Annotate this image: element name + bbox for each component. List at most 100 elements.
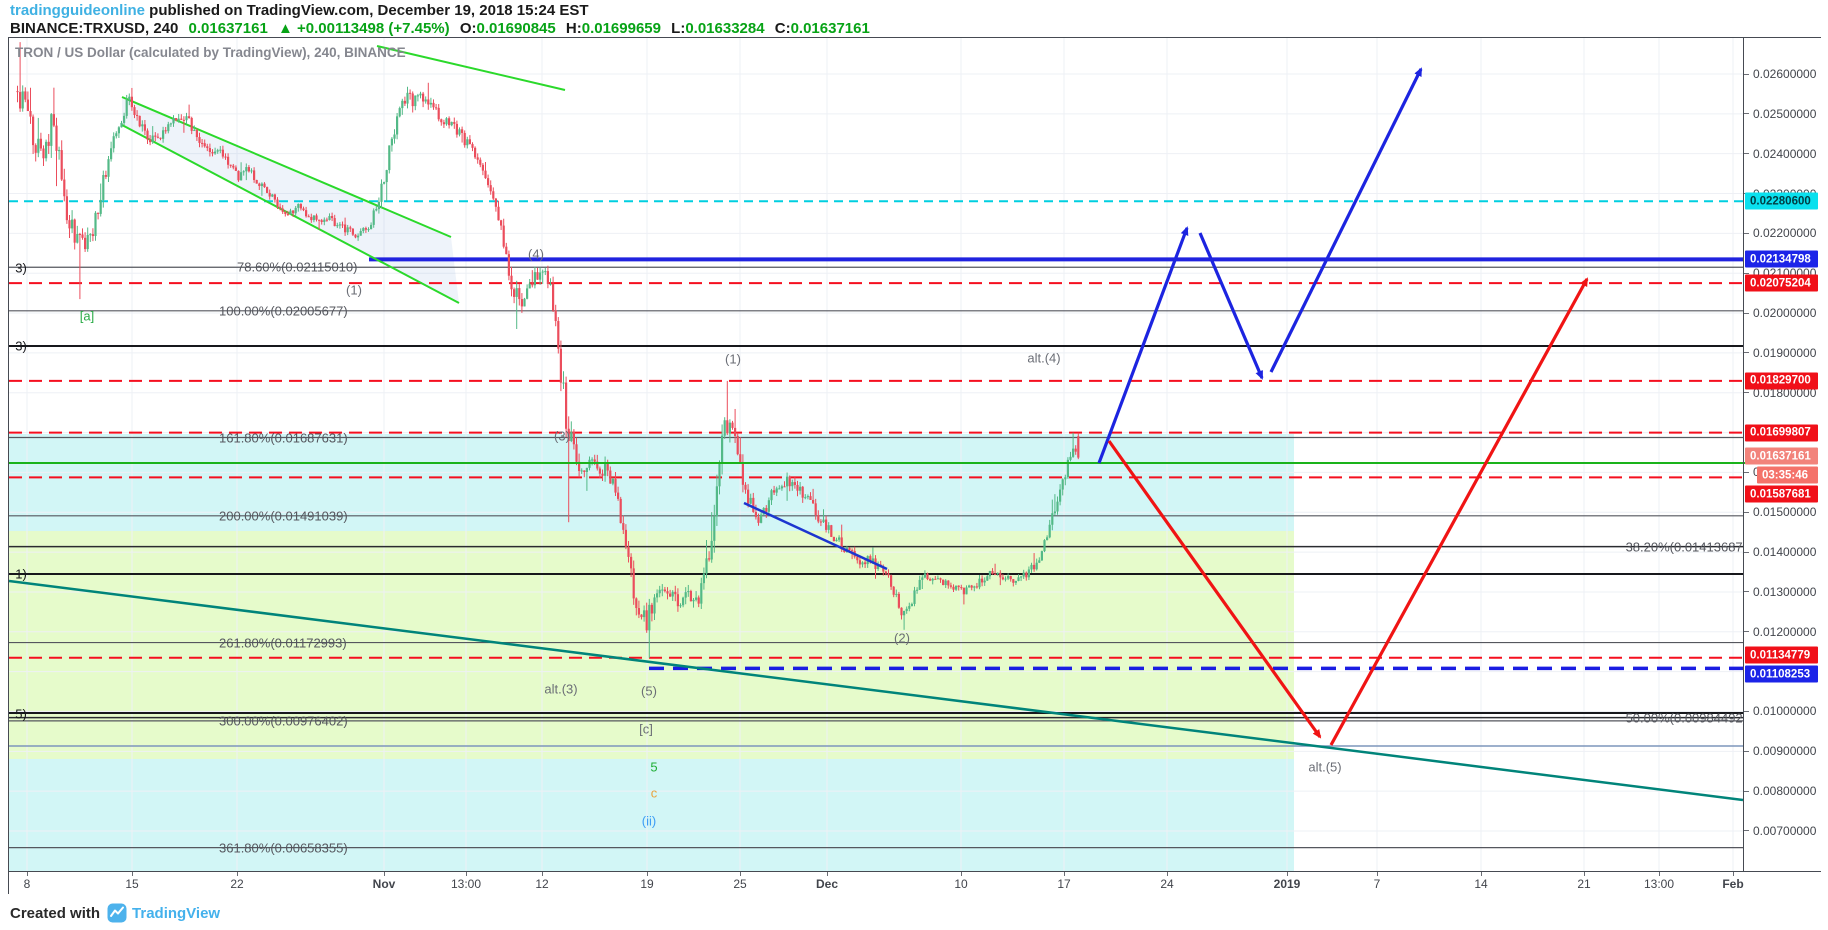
author-link[interactable]: tradingguideonline [10,2,145,19]
time-axis[interactable]: 8 15 22 Nov 13:00 12 19 25 Dec 10 17 24 2019 7 14 21 13:… [9,871,1821,894]
fib-level-label: 100.00%(0.02005677) [219,303,348,319]
wave-label: (1) [725,351,741,367]
time-label: 12 [535,877,549,891]
price-tick-label: 0.01900000 [1744,346,1821,360]
price-tick-label: 0.01500000 [1744,505,1821,519]
time-tick [27,872,28,876]
wave-label: [c] [639,721,653,737]
price-tick-label: 0.01200000 [1744,625,1821,639]
highlight-band [9,434,1294,531]
price-level-badge: 0.02280600 [1745,192,1818,210]
price-tick-label: 0.02000000 [1744,306,1821,320]
trend-line [376,45,566,91]
footer: Created with TradingView [10,903,220,923]
price-level-badge: 0.01108253 [1745,665,1818,683]
price-tick-label: 0.01300000 [1744,585,1821,599]
wave-label: (ii) [641,813,657,829]
wave-label: 5 [650,759,658,775]
time-label: 22 [230,877,244,891]
time-label: Dec [815,877,839,891]
close-label: C: [774,20,791,37]
price-level-badge: 0.01637161 [1745,447,1818,465]
price-tick-label: 0.00900000 [1744,744,1821,758]
created-with-text: Created with [10,904,101,922]
fib-level-label: 261.80%(0.01172993) [219,635,347,651]
wave-label: (5) [641,683,657,699]
time-label: 8 [23,877,31,891]
tradingview-brand-link[interactable]: TradingView [132,904,221,922]
price-change: +0.00113498 (+7.45%) [297,20,450,37]
wave-label: 3) [15,338,27,354]
wave-label: 5) [15,706,27,722]
price-level-badge: 0.01587681 [1745,485,1818,503]
wave-label: (4) [528,246,544,262]
time-tick [647,872,648,876]
open-label: O: [459,20,477,37]
wave-label: c [650,785,658,801]
fib-level-label: 78.60%(0.02115010) [237,259,358,275]
time-label: 25 [733,877,747,891]
time-tick [1733,872,1734,876]
time-tick [1659,872,1660,876]
time-tick [542,872,543,876]
chart-canvas[interactable] [9,38,1743,871]
wave-label: (1) [346,282,362,298]
trend-line [743,501,888,571]
fib-level-label: 300.00%(0.00976402) [219,713,348,729]
time-label: 2019 [1273,877,1301,891]
symbol-info-bar: BINANCE:TRXUSD, 240 0.01637161 ▲ +0.0011… [10,20,1820,37]
time-label: Nov [372,877,396,891]
price-tick-label: 0.02400000 [1744,147,1821,161]
projection-arrow [1107,440,1322,739]
countdown-badge: 03:35:46 [1757,466,1818,484]
time-label: 13:00 [450,877,482,891]
fib-level-label: 50.00%(0.00984492) [1625,710,1743,726]
time-label: 19 [640,877,654,891]
time-tick [384,872,385,876]
time-tick [132,872,133,876]
last-price: 0.01637161 [188,20,268,37]
projection-arrow [1269,67,1423,373]
wave-label: 3) [15,260,27,276]
time-label: 13:00 [1643,877,1675,891]
wave-label: 1) [15,566,27,582]
wave-label: alt.(4) [1027,350,1061,366]
projection-arrow [1198,232,1264,380]
price-tick-label: 0.01000000 [1744,704,1821,718]
trend-line [9,579,1743,802]
up-arrow-icon: ▲ [277,20,293,37]
time-tick [827,872,828,876]
time-tick [237,872,238,876]
projection-arrow [1329,277,1589,746]
price-tick-label: 0.02200000 [1744,226,1821,240]
chart-plot-area[interactable]: 78.60%(0.02115010) 100.00%(0.02005677) 161… [9,38,1743,871]
time-label: 7 [1373,877,1381,891]
wave-label: alt.(3) [544,681,578,697]
time-tick [1287,872,1288,876]
time-tick [740,872,741,876]
price-level-badge: 0.01699807 [1745,424,1818,442]
low-label: L: [671,20,686,37]
price-tick-label: 0.02600000 [1744,67,1821,81]
time-label: Feb [1722,877,1744,891]
fib-level-label: 200.00%(0.01491039) [219,508,348,524]
price-level-badge: 0.01829700 [1745,372,1818,390]
time-label: 24 [1160,877,1174,891]
price-tick-label: 0.01400000 [1744,545,1821,559]
header: tradingguideonline published on TradingV… [10,2,1820,37]
high-label: H: [565,20,582,37]
price-tick-label: 0.00800000 [1744,784,1821,798]
publish-info: published on TradingView.com, December 1… [145,2,589,19]
projection-arrow [1097,226,1189,464]
price-axis[interactable]: 0.026000000.025000000.024000000.02300000… [1743,38,1821,871]
time-tick [961,872,962,876]
price-level-badge: 0.02134798 [1745,250,1818,268]
price-level-badge: 0.02075204 [1745,274,1818,292]
high-value: 0.01699659 [581,20,661,37]
time-tick [1584,872,1585,876]
time-tick [466,872,467,876]
symbol-name: BINANCE:TRXUSD, 240 [10,20,179,37]
open-value: 0.01690845 [476,20,556,37]
time-tick [1064,872,1065,876]
